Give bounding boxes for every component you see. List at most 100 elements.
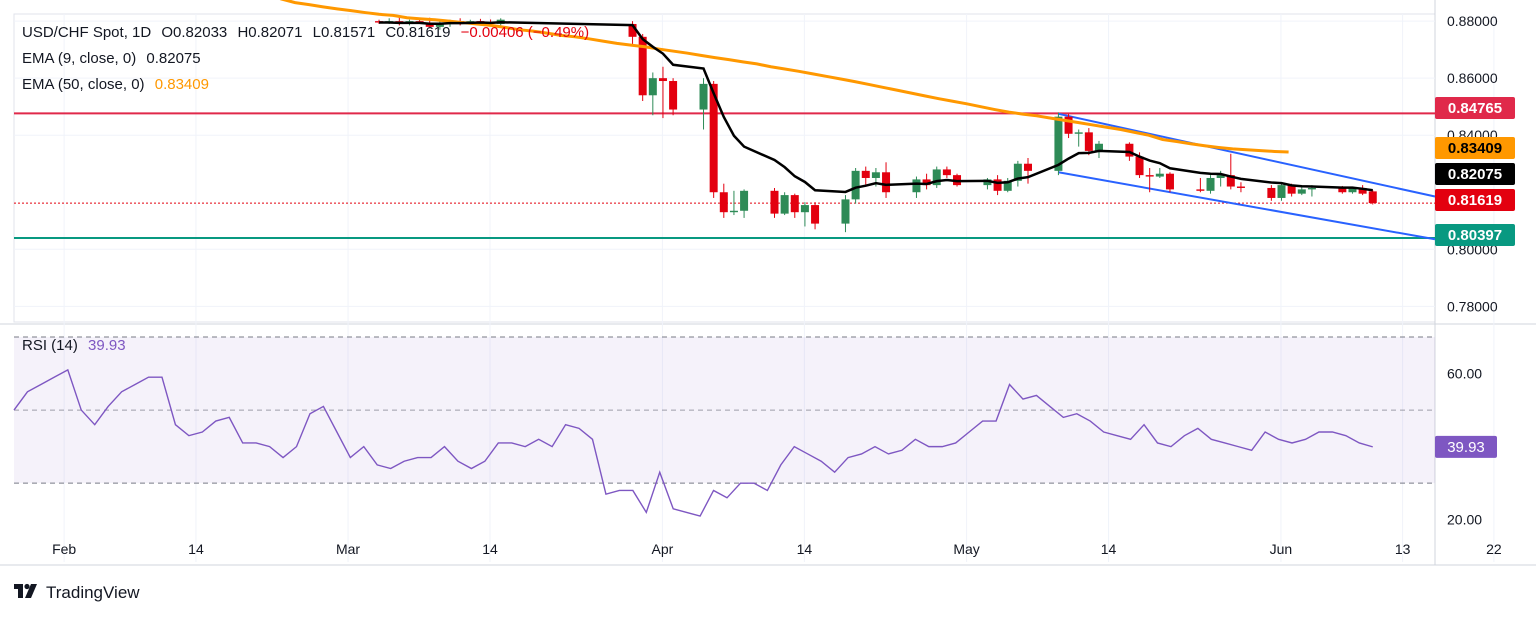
candle-body xyxy=(932,169,941,186)
candle-body xyxy=(841,199,850,224)
price-label-tag xyxy=(1435,97,1515,119)
open-value: O0.82033 xyxy=(161,24,228,41)
price-label-text: 0.84765 xyxy=(1448,100,1502,117)
ema9-label: EMA (9, close, 0) xyxy=(22,50,137,67)
price-label-tag xyxy=(1435,137,1515,159)
x-tick-label: Feb xyxy=(52,541,76,557)
candle-body xyxy=(709,83,718,193)
ema50-line xyxy=(279,0,1289,154)
rsi-value: 39.93 xyxy=(88,337,126,354)
x-tick-label: 22 xyxy=(1486,541,1502,557)
candle-body xyxy=(628,23,637,37)
candle-body xyxy=(1338,187,1347,193)
x-tick-label: Apr xyxy=(652,541,674,557)
rsi-value-text: 39.93 xyxy=(1447,439,1485,456)
candle-body xyxy=(1145,175,1154,177)
candle-body xyxy=(1226,175,1235,187)
candle-body xyxy=(983,179,992,186)
price-label-tag xyxy=(1435,189,1515,211)
x-tick-label: Jun xyxy=(1270,541,1293,557)
candle-body xyxy=(740,190,749,211)
candle-body xyxy=(1297,189,1306,194)
candle-body xyxy=(1206,177,1215,191)
channel-lower-line xyxy=(1058,171,1436,241)
price-label-tag xyxy=(1435,224,1515,246)
rsi-line xyxy=(13,368,1373,517)
rsi-label: RSI (14) xyxy=(22,337,78,354)
y-tick-label: 0.86000 xyxy=(1447,70,1498,86)
candle-body xyxy=(1277,185,1286,198)
candle-body xyxy=(790,195,799,213)
price-label-text: 0.80397 xyxy=(1448,227,1502,244)
tradingview-logo-icon xyxy=(14,582,40,603)
candle-body xyxy=(699,83,708,110)
candle-body xyxy=(993,179,1002,191)
candle-body xyxy=(1094,143,1103,151)
candle-body xyxy=(1074,132,1083,134)
candle-body xyxy=(1003,180,1012,191)
candle-body xyxy=(1348,187,1357,193)
price-label-text: 0.81619 xyxy=(1448,192,1502,209)
candle-body xyxy=(912,179,921,193)
candle-body xyxy=(638,36,647,96)
candle-body xyxy=(1013,163,1022,181)
candle-body xyxy=(851,170,860,200)
candle-body xyxy=(729,210,738,213)
candle-body xyxy=(1267,187,1276,198)
ema9-line xyxy=(379,21,1373,194)
x-tick-label: May xyxy=(953,541,979,557)
candle-body xyxy=(648,78,657,96)
candle-body xyxy=(1287,185,1296,194)
rsi-value-tag xyxy=(1435,435,1497,458)
candle-body xyxy=(435,23,444,27)
x-tick-label: 14 xyxy=(1101,541,1117,557)
x-tick-label: Mar xyxy=(336,541,360,557)
candle-body xyxy=(1024,163,1032,171)
high-value: H0.82071 xyxy=(237,24,303,41)
close-value: C0.81619 xyxy=(385,24,451,41)
candle-body xyxy=(922,179,931,186)
change-value: −0.00406 (−0.49%) xyxy=(460,24,590,41)
rsi-y-tick-label: 60.00 xyxy=(1447,366,1482,382)
price-label-text: 0.82075 xyxy=(1448,166,1502,183)
x-tick-label: 14 xyxy=(797,541,813,557)
candle-body xyxy=(942,169,951,176)
channel-upper-line xyxy=(1058,112,1436,198)
candle-body xyxy=(1216,175,1225,178)
branding: TradingView xyxy=(14,582,140,603)
ema50-label: EMA (50, close, 0) xyxy=(22,76,145,93)
price-label-tag xyxy=(1435,163,1515,185)
candle-body xyxy=(1155,173,1164,177)
candle-body xyxy=(861,170,870,178)
candle-body xyxy=(658,78,667,82)
candle-body xyxy=(1165,173,1174,190)
candle-body xyxy=(780,195,789,214)
candle-body xyxy=(1196,189,1205,191)
tradingview-logo-text: TradingView xyxy=(46,582,140,602)
rsi-y-tick-label: 20.00 xyxy=(1447,512,1482,528)
rsi-legend: RSI (14) 39.93 xyxy=(22,337,132,354)
x-tick-label: 13 xyxy=(1395,541,1411,557)
candle-body xyxy=(1358,187,1367,194)
x-tick-label: 14 xyxy=(188,541,204,557)
candle-body xyxy=(1064,116,1073,134)
candle-body xyxy=(882,172,891,193)
candle-body xyxy=(1135,156,1144,176)
candle-body xyxy=(770,190,779,214)
candle-body xyxy=(811,205,820,224)
candle-body xyxy=(1368,191,1377,204)
price-label-text: 0.83409 xyxy=(1448,140,1502,157)
candle-body xyxy=(1125,143,1134,157)
ema50-legend: EMA (50, close, 0) 0.83409 xyxy=(22,76,215,93)
ema9-value: 0.82075 xyxy=(146,50,201,67)
candle-body xyxy=(669,81,678,110)
candle-body xyxy=(1236,186,1245,188)
candle-body xyxy=(719,192,728,213)
candle-body xyxy=(1084,132,1093,151)
ema50-value: 0.83409 xyxy=(154,76,209,93)
x-tick-label: 14 xyxy=(482,541,498,557)
candle-body xyxy=(1307,187,1316,190)
y-tick-label: 0.88000 xyxy=(1447,13,1498,29)
